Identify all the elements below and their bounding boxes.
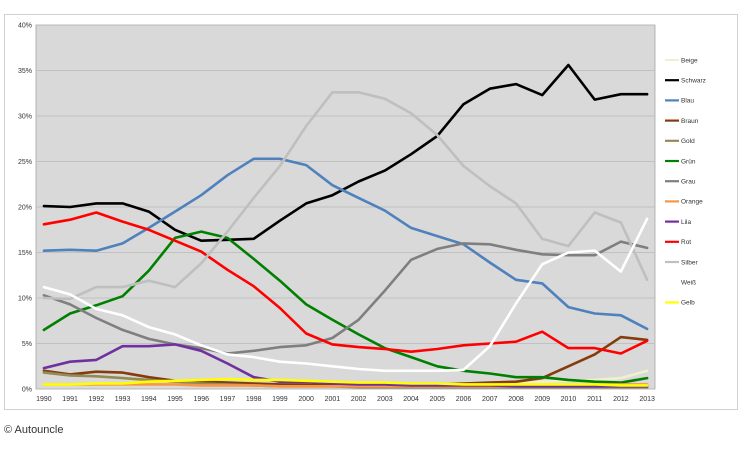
series-line-weiß [42, 217, 649, 373]
x-tick-label: 1999 [272, 396, 288, 403]
y-tick-label: 20% [18, 205, 32, 212]
x-tick-label: 2008 [508, 396, 524, 403]
x-tick-label: 2006 [456, 396, 472, 403]
x-tick-label: 2005 [430, 396, 446, 403]
y-tick-label: 15% [18, 250, 32, 257]
series-lines [42, 63, 649, 389]
x-tick-label: 1997 [220, 396, 236, 403]
series-line-schwarz [42, 63, 649, 242]
x-tick-label: 1998 [246, 396, 262, 403]
series-line-silber [42, 91, 649, 301]
x-tick-label: 2002 [351, 396, 367, 403]
x-tick-label: 1991 [62, 396, 78, 403]
x-tick-label: 1995 [167, 396, 183, 403]
line-chart: 0% 5% 10% 15% 20% 25% 30% 35% 40% 1990 1991 1992 199… [18, 23, 706, 404]
legend-label-rot: Rot [681, 239, 691, 246]
image-credit: © Autouncle [4, 424, 64, 436]
x-tick-label: 2001 [325, 396, 341, 403]
legend-label-schwarz: Schwarz [681, 78, 706, 85]
x-tick-label: 2003 [377, 396, 393, 403]
x-tick-label: 2013 [639, 396, 655, 403]
legend-label-silber: Silber [681, 259, 698, 266]
legend-label-beige: Beige [681, 57, 698, 64]
y-tick-label: 35% [18, 68, 32, 75]
y-tick-label: 25% [18, 159, 32, 166]
y-tick-label: 5% [22, 341, 32, 348]
x-tick-label: 2007 [482, 396, 498, 403]
series-line-grau [42, 240, 649, 355]
x-tick-label: 1992 [89, 396, 105, 403]
x-tick-label: 2010 [561, 396, 577, 403]
series-line-grün [42, 230, 649, 384]
x-tick-label: 2009 [534, 396, 550, 403]
y-tick-label: 40% [18, 23, 32, 30]
legend-label-braun: Braun [681, 118, 699, 125]
y-tick-label: 30% [18, 114, 32, 121]
legend-label-orange: Orange [681, 199, 703, 206]
legend-label-blau: Blau [681, 98, 694, 105]
x-tick-label: 2012 [613, 396, 629, 403]
legend-label-gelb: Gelb [681, 300, 695, 307]
legend-label-weiß: Weiß [681, 280, 696, 287]
series-line-lila [42, 343, 649, 388]
x-tick-label: 1993 [115, 396, 131, 403]
x-tick-label: 1996 [193, 396, 209, 403]
legend-label-gold: Gold [681, 138, 695, 145]
legend-label-lila: Lila [681, 219, 692, 226]
series-line-blau [42, 157, 649, 331]
legend-label-grün: Grün [681, 158, 696, 165]
axis-labels: 0% 5% 10% 15% 20% 25% 30% 35% 40% 1990 1991 1992 199… [18, 23, 655, 404]
x-tick-label: 2000 [298, 396, 314, 403]
gridlines [36, 24, 655, 390]
x-tick-label: 2004 [403, 396, 419, 403]
x-tick-label: 1990 [36, 396, 52, 403]
y-tick-label: 0% [22, 387, 32, 394]
legend: Beige Schwarz Blau Braun Gold Grün Grau Orange L… [665, 57, 706, 307]
chart-frame: 0% 5% 10% 15% 20% 25% 30% 35% 40% 1990 1991 1992 199… [4, 14, 738, 410]
legend-label-grau: Grau [681, 179, 696, 186]
x-tick-label: 2011 [587, 396, 602, 403]
series-line-rot [42, 211, 649, 355]
x-tick-label: 1994 [141, 396, 157, 403]
y-tick-label: 10% [18, 296, 32, 303]
series-line-gelb [42, 377, 649, 387]
